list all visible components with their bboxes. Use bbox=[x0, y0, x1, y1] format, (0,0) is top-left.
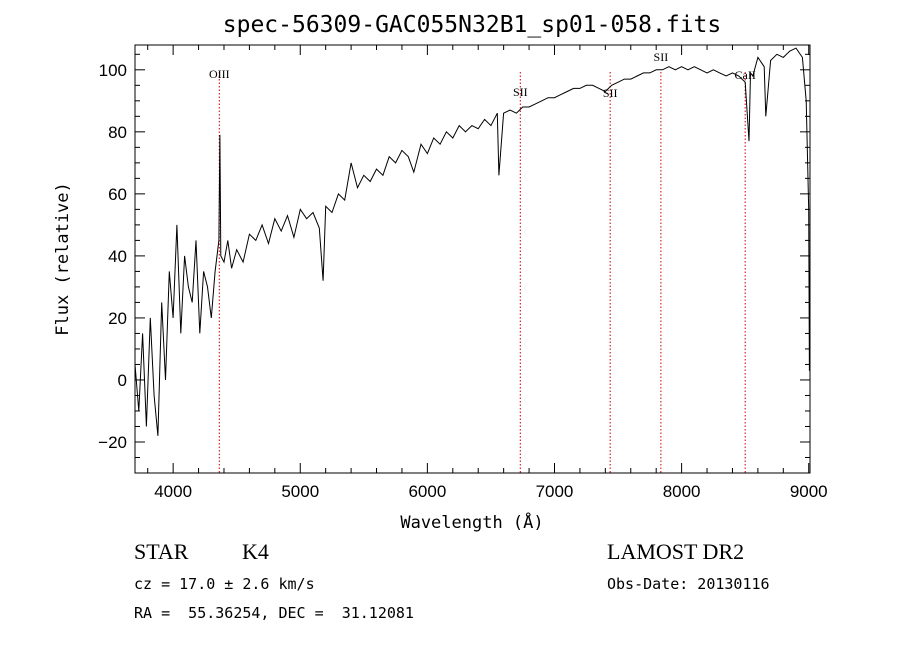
x-tick-label: 6000 bbox=[408, 482, 446, 501]
ra-dec: RA = 55.36254, DEC = 31.12081 bbox=[134, 604, 414, 622]
y-tick-label: 80 bbox=[108, 123, 127, 142]
spectrum-line bbox=[134, 47, 810, 436]
obs-date: Obs-Date: 20130116 bbox=[607, 575, 770, 593]
y-axis: −20 0 20 40 60 80 100 bbox=[98, 53, 810, 458]
y-tick-label: 20 bbox=[108, 309, 127, 328]
spectral-line-label: SII bbox=[513, 85, 528, 99]
chart-title: spec-56309-GAC055N32B1_sp01-058.fits bbox=[223, 12, 722, 38]
survey-name: LAMOST DR2 bbox=[607, 539, 745, 564]
spectral-line-label: SII bbox=[603, 86, 618, 100]
x-tick-label: 5000 bbox=[281, 482, 319, 501]
x-axis: 4000 5000 6000 7000 8000 9000 bbox=[147, 45, 828, 501]
plot-frame bbox=[134, 44, 811, 474]
x-tick-label: 9000 bbox=[790, 482, 828, 501]
spectral-line-label: OIII bbox=[209, 67, 230, 81]
spectral-line-label: SII bbox=[654, 50, 669, 64]
y-tick-label: 40 bbox=[108, 247, 127, 266]
object-subclass: K4 bbox=[242, 539, 269, 564]
redshift-cz: cz = 17.0 ± 2.6 km/s bbox=[134, 575, 315, 593]
x-tick-label: 7000 bbox=[536, 482, 574, 501]
x-axis-label: Wavelength (Å) bbox=[400, 511, 543, 533]
object-class: STAR bbox=[134, 539, 189, 564]
y-tick-label: 0 bbox=[118, 371, 127, 390]
x-tick-label: 8000 bbox=[663, 482, 701, 501]
x-tick-label: 4000 bbox=[154, 482, 192, 501]
y-tick-label: −20 bbox=[98, 433, 127, 452]
y-axis-label: Flux (relative) bbox=[53, 182, 73, 336]
y-tick-label: 100 bbox=[99, 61, 127, 80]
y-tick-label: 60 bbox=[108, 185, 127, 204]
